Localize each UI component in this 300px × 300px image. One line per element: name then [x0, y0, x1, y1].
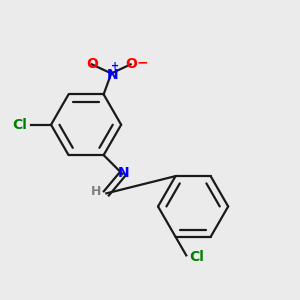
Text: +: + [111, 61, 119, 71]
Text: Cl: Cl [12, 118, 27, 132]
Text: O: O [86, 57, 98, 71]
Text: −: − [136, 55, 148, 69]
Text: Cl: Cl [189, 250, 204, 264]
Text: O: O [125, 57, 137, 71]
Text: N: N [107, 68, 118, 82]
Text: N: N [117, 167, 129, 180]
Text: H: H [91, 184, 101, 197]
